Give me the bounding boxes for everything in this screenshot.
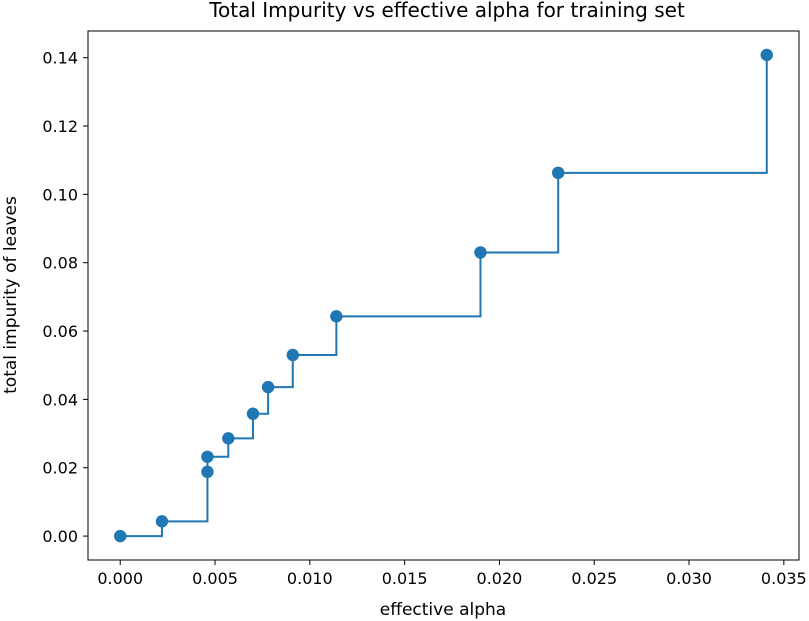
x-tick-label: 0.035 bbox=[761, 569, 807, 588]
x-tick-label: 0.025 bbox=[571, 569, 617, 588]
y-tick-label: 0.02 bbox=[42, 459, 78, 478]
y-axis: 0.00 0.02 0.04 0.06 0.08 0.10 0.12 0.14 bbox=[42, 49, 88, 546]
x-tick-label: 0.005 bbox=[192, 569, 238, 588]
series-step-line bbox=[120, 54, 768, 538]
data-point bbox=[222, 432, 235, 445]
y-tick-label: 0.06 bbox=[42, 322, 78, 341]
y-tick-label: 0.14 bbox=[42, 49, 78, 68]
x-tick-label: 0.015 bbox=[382, 569, 428, 588]
data-point bbox=[114, 529, 127, 543]
x-tick-label: 0.030 bbox=[666, 569, 712, 588]
y-tick-label: 0.08 bbox=[42, 254, 78, 273]
data-point bbox=[552, 166, 565, 180]
x-axis: 0.000 0.005 0.010 0.015 0.020 0.025 0.030 0.035 bbox=[97, 560, 807, 588]
plot-frame bbox=[87, 30, 800, 561]
x-axis-label: effective alpha bbox=[380, 600, 506, 620]
data-point bbox=[286, 348, 299, 362]
data-point bbox=[261, 380, 275, 394]
data-point bbox=[201, 465, 214, 479]
data-point bbox=[246, 407, 260, 420]
chart-title: Total Impurity vs effective alpha for tr… bbox=[208, 0, 685, 22]
series-layer bbox=[114, 48, 773, 543]
y-axis-label: total impurity of leaves bbox=[1, 196, 21, 394]
data-point bbox=[201, 450, 214, 463]
data-point bbox=[474, 246, 487, 259]
x-tick-label: 0.010 bbox=[287, 569, 333, 588]
y-tick-label: 0.12 bbox=[42, 117, 78, 136]
data-point bbox=[760, 48, 773, 62]
data-point bbox=[155, 515, 169, 528]
data-point bbox=[330, 310, 343, 323]
y-tick-label: 0.00 bbox=[42, 527, 78, 546]
y-tick-label: 0.10 bbox=[42, 185, 78, 204]
plot-area bbox=[88, 31, 799, 560]
x-tick-label: 0.020 bbox=[477, 569, 523, 588]
y-tick-label: 0.04 bbox=[42, 390, 78, 409]
x-tick-label: 0.000 bbox=[97, 569, 143, 588]
